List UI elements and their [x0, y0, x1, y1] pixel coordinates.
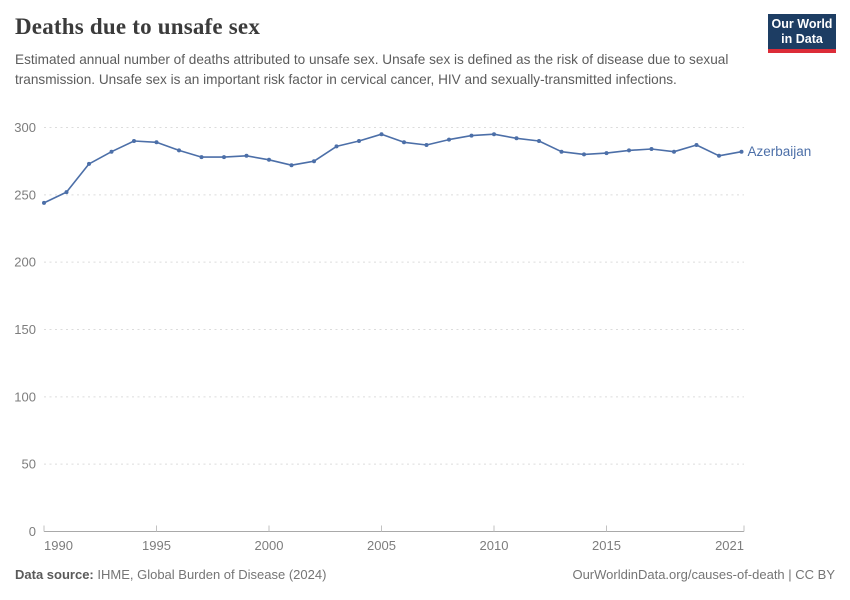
data-point: [424, 143, 429, 147]
data-point: [559, 149, 564, 154]
data-point: [492, 132, 496, 137]
data-point: [222, 155, 226, 160]
data-point: [717, 153, 721, 158]
license-link[interactable]: OurWorldinData.org/causes-of-death | CC …: [572, 567, 835, 582]
data-point: [154, 140, 159, 145]
x-tick-label: 2021: [715, 538, 744, 553]
data-source-note: Data source: IHME, Global Burden of Dise…: [15, 567, 326, 582]
x-tick-label: 2005: [367, 538, 396, 553]
y-tick-label: 100: [14, 389, 36, 404]
x-tick-label: 1990: [44, 538, 73, 553]
y-tick-label: 300: [14, 120, 36, 135]
x-tick-label: 2015: [592, 538, 621, 553]
y-tick-label: 250: [14, 187, 36, 202]
x-tick-label: 1995: [142, 538, 171, 553]
data-point: [87, 161, 91, 166]
x-tick-label: 2000: [255, 538, 284, 553]
data-point: [177, 148, 181, 153]
series-line: [43, 133, 742, 204]
owid-logo-line2: in Data: [781, 32, 823, 46]
data-point: [312, 159, 316, 164]
data-point: [739, 149, 744, 154]
x-axis: [43, 525, 745, 532]
y-tick-label: 0: [29, 524, 36, 539]
y-tick-label: 150: [14, 322, 36, 337]
line-chart[interactable]: 0 50 100 150 200 250 300 1990 1995 2000 2005 2010 20…: [0, 112, 850, 562]
data-point: [447, 137, 451, 142]
data-point: [289, 163, 294, 168]
y-axis-labels: 0 50 100 150 200 250 300: [14, 120, 36, 539]
y-gridlines: [44, 127, 744, 465]
owid-logo[interactable]: Our World in Data: [768, 14, 836, 53]
data-point: [132, 139, 136, 143]
chart-subtitle: Estimated annual number of deaths attrib…: [15, 52, 729, 87]
owid-logo-line1: Our World: [771, 17, 833, 31]
y-tick-label: 50: [22, 457, 36, 472]
data-point: [357, 139, 361, 143]
data-point: [582, 152, 586, 157]
x-axis-labels: 1990 1995 2000 2005 2010 2015 2021: [44, 538, 744, 553]
y-tick-label: 200: [14, 255, 36, 270]
data-point: [649, 147, 654, 151]
data-point: [514, 136, 519, 141]
data-source-text: IHME, Global Burden of Disease (2024): [93, 567, 327, 582]
data-point: [244, 153, 249, 158]
data-point: [334, 144, 339, 149]
data-point: [267, 157, 271, 162]
series-azerbaijan: Azerbaijan: [42, 132, 811, 205]
data-point: [604, 151, 609, 156]
data-source-label: Data source:: [15, 567, 94, 582]
data-point: [109, 149, 114, 154]
data-point: [627, 148, 631, 153]
chart-title: Deaths due to unsafe sex: [15, 14, 261, 39]
data-point: [694, 143, 699, 147]
data-point: [402, 140, 406, 145]
data-point: [199, 155, 204, 160]
data-point: [64, 190, 69, 195]
x-tick-label: 2010: [480, 538, 509, 553]
data-point: [469, 133, 474, 138]
data-point: [537, 139, 541, 143]
chart-footer: Data source: IHME, Global Burden of Dise…: [15, 567, 835, 582]
data-point: [42, 200, 46, 205]
data-point: [379, 132, 384, 137]
data-point: [672, 149, 676, 154]
entity-label: Azerbaijan: [748, 144, 812, 159]
